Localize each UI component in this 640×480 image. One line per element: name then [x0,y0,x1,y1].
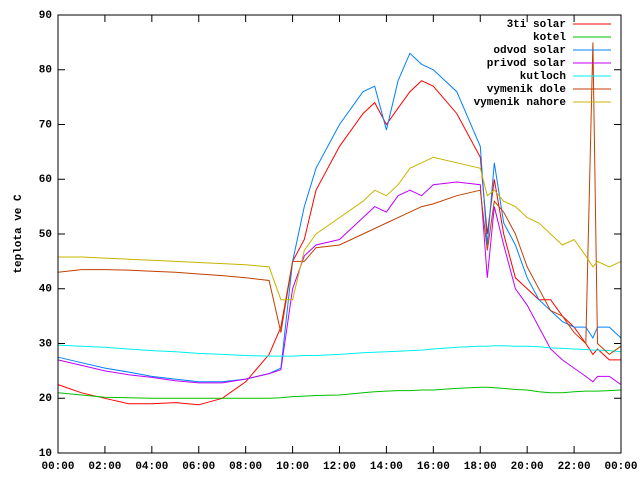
legend-label: vymenik nahore [474,97,567,109]
series-line [57,181,622,386]
x-tick-label: 20:00 [511,461,544,473]
y-tick-label: 40 [39,284,52,296]
x-tick-label: 22:00 [558,461,591,473]
x-tick-label: 00:00 [604,461,637,473]
x-tick-label: 08:00 [229,461,262,473]
legend-label: vymenik dole [487,84,567,96]
y-tick-label: 80 [39,65,52,77]
legend-label: 3ti solar [507,19,566,31]
series-line [57,80,621,406]
legend-label: kutloch [520,71,566,83]
x-tick-label: 14:00 [370,461,403,473]
y-axis-label: teplota ve C [13,194,25,274]
x-tick-label: 00:00 [41,461,74,473]
legend-label: kotel [533,32,566,44]
series-line [57,52,622,383]
legend-label: odvod solar [493,45,566,57]
y-tick-label: 60 [39,174,52,186]
x-tick-label: 02:00 [88,461,121,473]
series-line [57,42,622,356]
x-tick-label: 10:00 [276,461,309,473]
plot-border [57,14,622,454]
y-tick-label: 10 [39,448,52,460]
y-tick-label: 30 [39,338,52,350]
series-line [58,156,622,301]
x-tick-label: 16:00 [417,461,450,473]
series-line [57,386,622,399]
x-tick-label: 12:00 [323,461,356,473]
x-tick-label: 04:00 [135,461,168,473]
y-tick-label: 90 [39,10,52,22]
legend-label: privod solar [487,58,566,70]
x-tick-label: 18:00 [464,461,497,473]
x-tick-label: 06:00 [182,461,215,473]
y-tick-label: 50 [39,229,52,241]
y-tick-label: 70 [39,119,52,131]
y-tick-label: 20 [39,393,52,405]
series-line [57,344,622,357]
